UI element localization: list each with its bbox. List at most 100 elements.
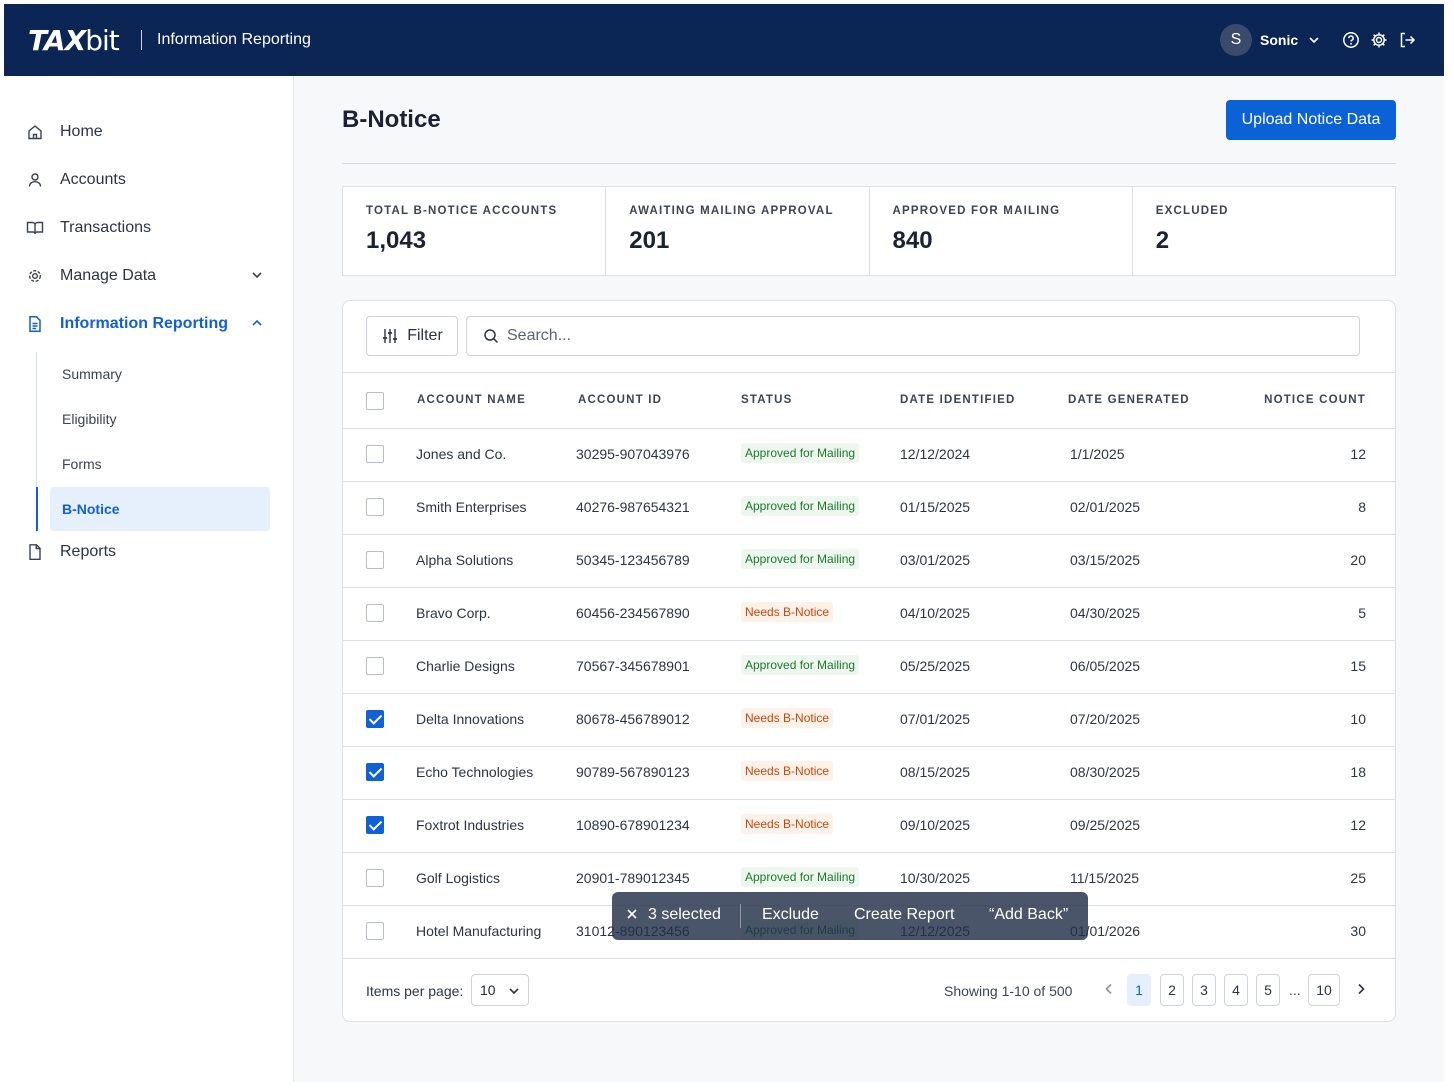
sidebar-item-label: Accounts — [60, 171, 126, 188]
selected-count: 3 selected — [648, 906, 721, 923]
table-row[interactable]: Bravo Corp. 60456-234567890 Needs B-Notice… — [343, 588, 1395, 641]
table-row[interactable]: Charlie Designs 70567-345678901 Approved f… — [343, 641, 1395, 694]
notice-count: 25 — [1350, 870, 1366, 886]
app-window: TAXbit Information Reporting S Sonic Hom… — [4, 4, 1444, 1082]
status-badge: Needs B-Notice — [741, 708, 834, 728]
account-id: 30295-907043976 — [576, 446, 690, 462]
column-header-account-id[interactable]: ACCOUNT ID — [578, 394, 663, 406]
status-badge: Approved for Mailing — [741, 443, 860, 463]
avatar: S — [1220, 24, 1252, 56]
sidebar-item-accounts[interactable]: Accounts — [26, 168, 126, 192]
table-row[interactable]: Jones and Co. 30295-907043976 Approved for… — [343, 429, 1395, 482]
row-checkbox[interactable] — [366, 498, 384, 516]
sidebar-item-label: Transactions — [60, 219, 151, 236]
submenu-line — [36, 352, 37, 532]
date-generated: 1/1/2025 — [1070, 446, 1125, 462]
page-button-5[interactable]: 5 — [1256, 974, 1280, 1006]
status-badge: Approved for Mailing — [741, 655, 860, 675]
close-icon[interactable] — [626, 908, 638, 920]
row-checkbox[interactable] — [366, 816, 384, 834]
date-generated: 09/25/2025 — [1070, 817, 1141, 833]
table-row[interactable]: Delta Innovations 80678-456789012 Needs B-… — [343, 694, 1395, 747]
date-generated: 07/20/2025 — [1070, 711, 1141, 727]
page-button-3[interactable]: 3 — [1192, 974, 1216, 1006]
column-header-date-identified[interactable]: DATE IDENTIFIED — [900, 394, 1016, 406]
column-header-account-name[interactable]: ACCOUNT NAME — [417, 394, 526, 406]
row-checkbox[interactable] — [366, 604, 384, 622]
page-button-1[interactable]: 1 — [1127, 974, 1151, 1006]
sidebar-item-manage-data[interactable]: Manage Data — [26, 264, 276, 288]
showing-count: Showing 1-10 of 500 — [944, 983, 1073, 999]
row-checkbox[interactable] — [366, 657, 384, 675]
page-button-2[interactable]: 2 — [1160, 974, 1184, 1006]
page-ellipsis: ... — [1289, 982, 1301, 998]
table-row[interactable]: Smith Enterprises 40276-987654321 Approved… — [343, 482, 1395, 535]
date-identified: 07/01/2025 — [900, 711, 971, 727]
user-menu[interactable]: S Sonic — [1220, 24, 1320, 56]
upload-notice-data-button[interactable]: Upload Notice Data — [1226, 100, 1396, 140]
notice-count: 30 — [1350, 923, 1366, 939]
table-row[interactable]: Alpha Solutions 50345-123456789 Approved f… — [343, 535, 1395, 588]
sidebar-subitem-b-notice[interactable]: B-Notice — [62, 501, 120, 517]
date-identified: 01/15/2025 — [900, 499, 971, 515]
account-id: 10890-678901234 — [576, 817, 690, 833]
search-box[interactable] — [466, 316, 1360, 356]
settings-icon[interactable] — [1370, 31, 1388, 49]
stat-value: 840 — [892, 227, 933, 254]
account-name[interactable]: Foxtrot Industries — [416, 817, 525, 833]
sidebar-item-information-reporting[interactable]: Information Reporting — [26, 312, 276, 336]
sidebar-subitem-forms[interactable]: Forms — [62, 456, 102, 472]
row-checkbox[interactable] — [366, 763, 384, 781]
account-name[interactable]: Golf Logistics — [416, 870, 501, 886]
stat-label: EXCLUDED — [1155, 205, 1229, 217]
notice-count: 8 — [1358, 499, 1366, 515]
column-header-notice-count[interactable]: NOTICE COUNT — [1264, 394, 1366, 406]
logout-icon[interactable] — [1398, 31, 1416, 49]
table-row[interactable]: Echo Technologies 90789-567890123 Needs B-… — [343, 747, 1395, 800]
account-name[interactable]: Delta Innovations — [416, 711, 525, 727]
account-name[interactable]: Bravo Corp. — [416, 605, 491, 621]
sidebar-subitem-summary[interactable]: Summary — [62, 366, 122, 382]
page-button-10[interactable]: 10 — [1308, 974, 1340, 1006]
filter-button[interactable]: Filter — [366, 316, 458, 356]
date-identified: 08/15/2025 — [900, 764, 971, 780]
date-generated: 02/01/2025 — [1070, 499, 1141, 515]
select-all-checkbox[interactable] — [366, 392, 384, 410]
sidebar-item-transactions[interactable]: Transactions — [26, 216, 151, 240]
column-header-status[interactable]: STATUS — [741, 394, 793, 406]
exclude-button[interactable]: Exclude — [762, 906, 819, 923]
sidebar-item-label: Home — [60, 123, 103, 140]
row-checkbox[interactable] — [366, 710, 384, 728]
account-name[interactable]: Jones and Co. — [416, 446, 507, 462]
help-icon[interactable] — [1342, 31, 1360, 49]
row-checkbox[interactable] — [366, 445, 384, 463]
table-row[interactable]: Foxtrot Industries 10890-678901234 Needs B… — [343, 800, 1395, 853]
taxbit-logo[interactable]: TAXbit — [28, 24, 120, 57]
sidebar-item-reports[interactable]: Reports — [26, 540, 116, 564]
submenu-active-indicator — [36, 487, 38, 531]
account-name[interactable]: Smith Enterprises — [416, 499, 527, 515]
chevron-left-icon[interactable] — [1101, 981, 1117, 997]
add-back-button[interactable]: “Add Back” — [989, 906, 1069, 923]
row-checkbox[interactable] — [366, 551, 384, 569]
page-button-4[interactable]: 4 — [1224, 974, 1248, 1006]
row-checkbox[interactable] — [366, 869, 384, 887]
column-header-date-generated[interactable]: DATE GENERATED — [1068, 394, 1190, 406]
sidebar-item-label: Manage Data — [60, 267, 157, 284]
items-per-page-select[interactable]: 10 — [471, 974, 529, 1006]
account-name[interactable]: Hotel Manufacturing — [416, 923, 542, 939]
row-checkbox[interactable] — [366, 922, 384, 940]
chevron-right-icon[interactable] — [1353, 981, 1369, 997]
date-identified: 04/10/2025 — [900, 605, 971, 621]
chevron-up-icon — [252, 319, 262, 326]
account-name[interactable]: Alpha Solutions — [416, 552, 514, 568]
action-bar-divider — [740, 904, 741, 928]
table-header: ACCOUNT NAME ACCOUNT ID STATUS DATE IDEN… — [343, 372, 1395, 429]
account-name[interactable]: Charlie Designs — [416, 658, 515, 674]
sidebar-item-home[interactable]: Home — [26, 120, 103, 144]
sidebar-subitem-eligibility[interactable]: Eligibility — [62, 411, 117, 427]
search-input[interactable] — [507, 327, 1307, 345]
header-icons — [1342, 31, 1416, 49]
create-report-button[interactable]: Create Report — [854, 906, 955, 923]
account-name[interactable]: Echo Technologies — [416, 764, 534, 780]
